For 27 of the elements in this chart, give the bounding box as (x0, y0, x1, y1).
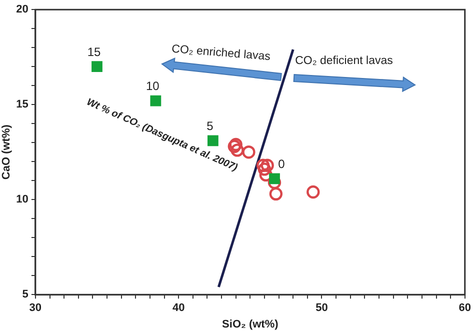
point (242, 146, 256, 159)
point (258, 162, 272, 176)
point (269, 187, 283, 200)
point (207, 135, 218, 146)
x-tick-label: 30 (29, 302, 42, 314)
point (256, 158, 270, 172)
annotation: CO₂ deficient lavas (295, 55, 394, 68)
point (260, 158, 274, 172)
point (150, 95, 162, 106)
x-tick-label: 60 (458, 302, 472, 314)
point (92, 61, 102, 72)
annotation: 5 (206, 119, 214, 134)
annotation: 10 (146, 79, 160, 94)
point (306, 185, 320, 199)
y-tick-label: 10 (16, 194, 28, 206)
y-axis-title: CaO (wt%) (0, 124, 13, 180)
y-tick-label: 5 (22, 288, 28, 301)
x-tick-label: 50 (316, 302, 328, 314)
x-axis-title: SiO₂ (wt%) (222, 318, 279, 330)
x-tick-label: 40 (172, 302, 185, 314)
y-tick-label: 20 (16, 4, 28, 16)
annotation: CO₂ enriched lavas (171, 43, 272, 64)
y-tick-label: 15 (16, 98, 28, 111)
point (269, 173, 280, 184)
point (230, 144, 244, 157)
annotation: 15 (87, 44, 101, 59)
annotation: 0 (278, 157, 286, 172)
